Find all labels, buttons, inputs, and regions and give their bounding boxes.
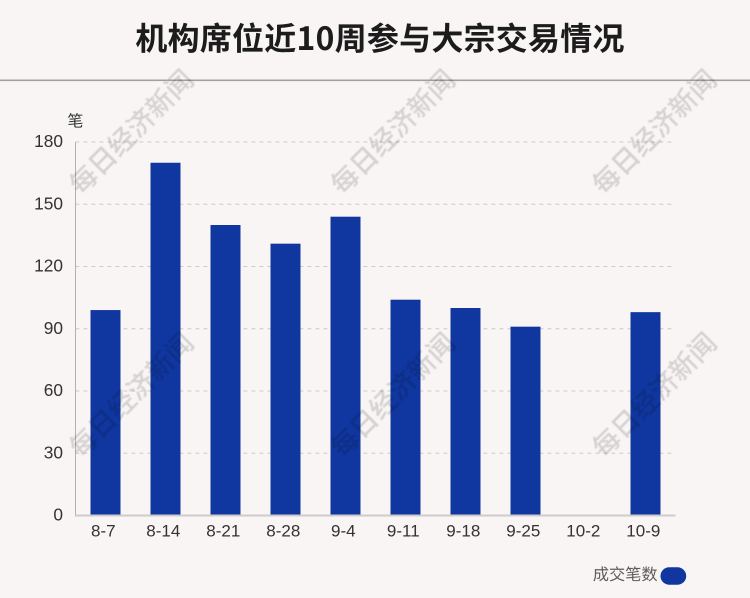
svg-text:60: 60 [44,380,63,400]
svg-text:30: 30 [44,442,63,462]
svg-text:9-18: 9-18 [446,522,480,541]
svg-text:180: 180 [34,131,63,151]
svg-text:120: 120 [34,256,63,276]
svg-text:90: 90 [44,318,63,338]
svg-text:0: 0 [53,505,63,525]
svg-text:10-9: 10-9 [626,522,660,541]
svg-text:8-28: 8-28 [266,522,300,541]
svg-text:8-7: 8-7 [91,522,116,541]
svg-text:8-21: 8-21 [206,522,240,541]
svg-text:9-11: 9-11 [387,522,420,541]
svg-text:8-14: 8-14 [146,522,180,541]
svg-text:9-25: 9-25 [506,522,540,541]
svg-text:9-4: 9-4 [331,522,356,541]
svg-text:10-2: 10-2 [566,522,600,541]
svg-text:150: 150 [34,193,63,213]
